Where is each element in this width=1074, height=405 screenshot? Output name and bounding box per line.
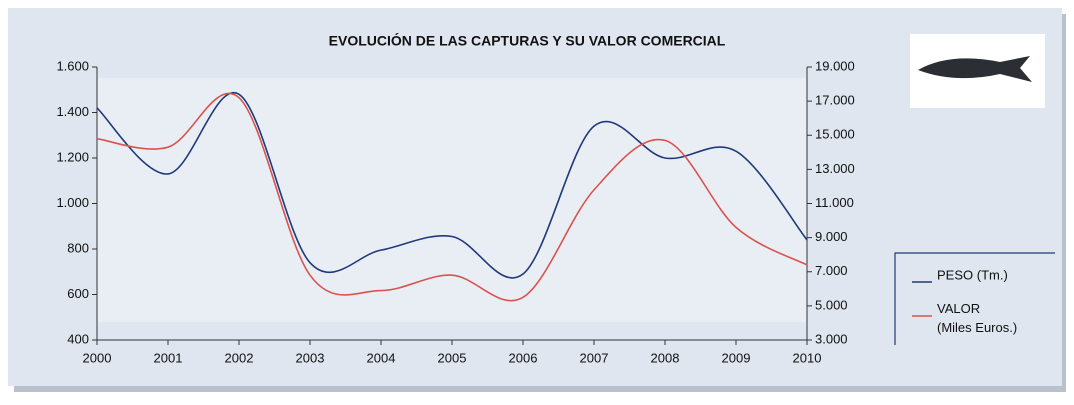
chart: EVOLUCIÓN DE LAS CAPTURAS Y SU VALOR COM… (0, 0, 1074, 400)
y-tick-label: 1.400 (56, 104, 89, 119)
fish-image (910, 34, 1045, 108)
x-tick-label: 2003 (296, 350, 325, 365)
y2-tick-label: 5.000 (815, 297, 848, 312)
chart-title: EVOLUCIÓN DE LAS CAPTURAS Y SU VALOR COM… (329, 32, 726, 49)
y-tick-label: 800 (67, 240, 89, 255)
y2-tick-label: 13.000 (815, 161, 855, 176)
plot-band (97, 78, 807, 322)
x-tick-label: 2006 (509, 350, 538, 365)
legend-label: PESO (Tm.) (937, 267, 1008, 282)
x-tick-label: 2005 (438, 350, 467, 365)
y2-tick-label: 9.000 (815, 229, 848, 244)
x-tick-label: 2002 (225, 350, 254, 365)
y-tick-label: 400 (67, 331, 89, 346)
y2-tick-label: 3.000 (815, 331, 848, 346)
y2-tick-label: 7.000 (815, 263, 848, 278)
x-tick-label: 2000 (83, 350, 112, 365)
y-tick-label: 1.000 (56, 195, 89, 210)
x-tick-label: 2004 (367, 350, 396, 365)
x-tick-label: 2009 (722, 350, 751, 365)
x-tick-label: 2010 (793, 350, 822, 365)
x-tick-label: 2001 (154, 350, 183, 365)
y2-tick-label: 19.000 (815, 58, 855, 73)
x-tick-label: 2007 (580, 350, 609, 365)
y2-tick-label: 11.000 (815, 195, 854, 210)
y-tick-label: 1.200 (56, 149, 89, 164)
y2-tick-label: 15.000 (815, 127, 855, 142)
y-tick-label: 1.600 (56, 58, 89, 73)
y2-tick-label: 17.000 (815, 93, 855, 108)
x-tick-label: 2008 (651, 350, 680, 365)
y-tick-label: 600 (67, 286, 89, 301)
